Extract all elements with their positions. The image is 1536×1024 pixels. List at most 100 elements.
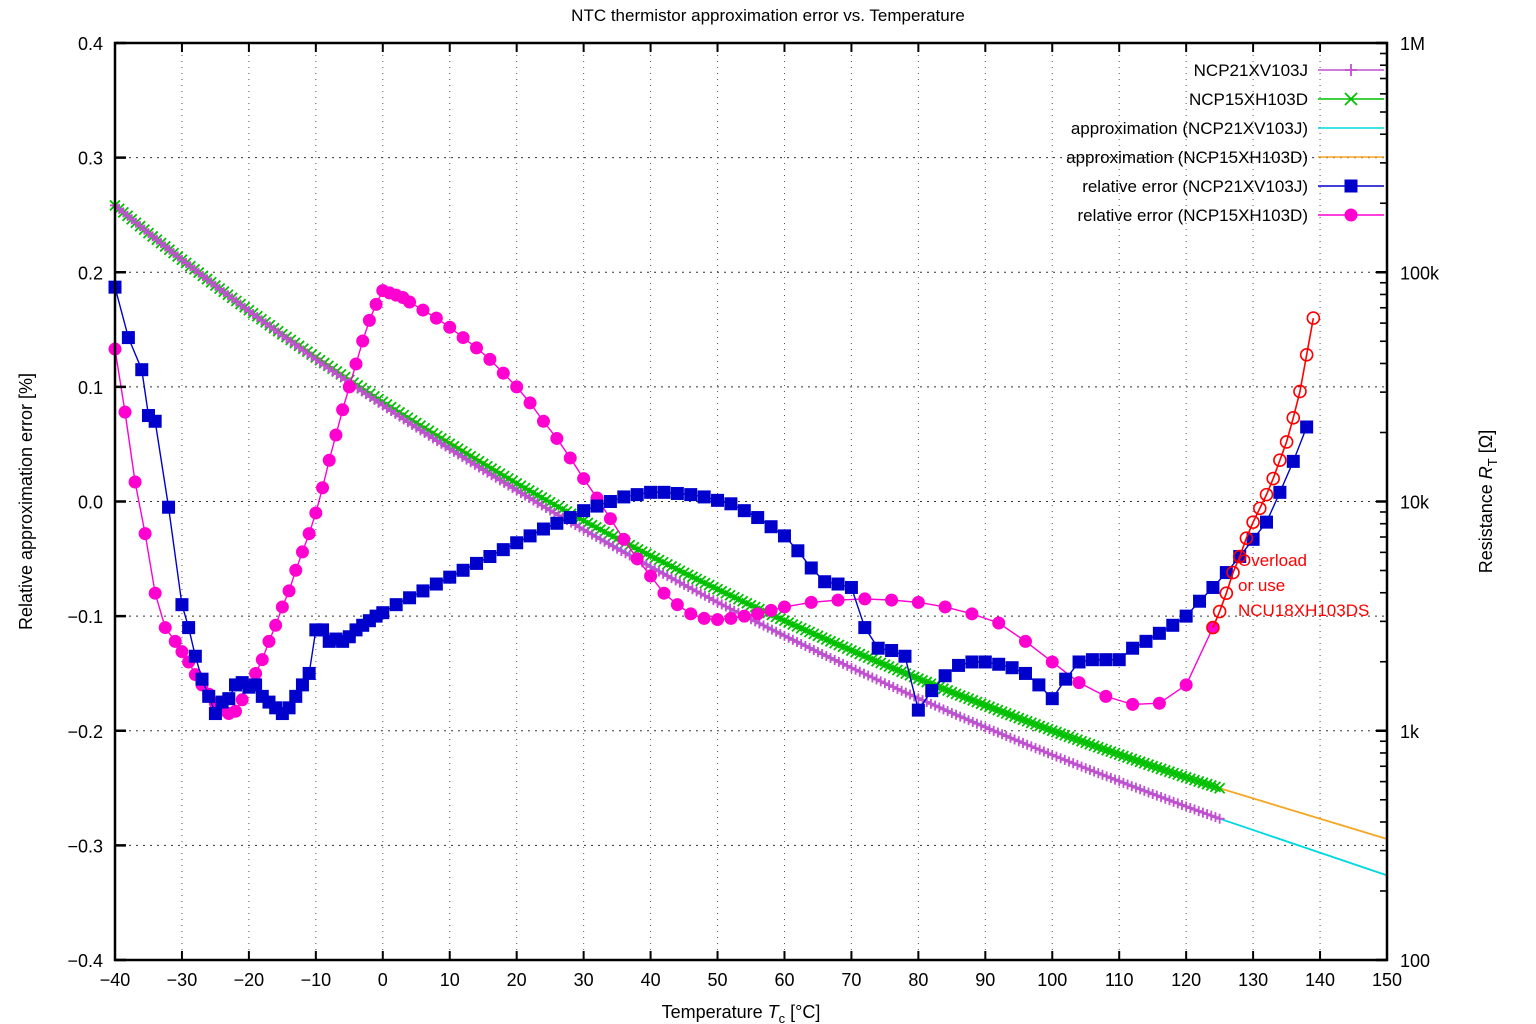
data-point bbox=[1139, 634, 1153, 648]
x-tick-label: 70 bbox=[841, 970, 861, 990]
x-tick-label: −30 bbox=[167, 970, 198, 990]
data-point bbox=[1214, 813, 1225, 824]
y-left-tick-label: −0.3 bbox=[67, 836, 103, 856]
data-point bbox=[342, 380, 356, 394]
data-point bbox=[670, 598, 684, 612]
y-right-tick-label: 10k bbox=[1400, 493, 1430, 513]
data-point bbox=[751, 511, 765, 525]
y-left-tick-label: 0.1 bbox=[78, 378, 103, 398]
data-point bbox=[483, 550, 497, 564]
data-point bbox=[791, 544, 805, 558]
data-point bbox=[523, 396, 537, 410]
data-point bbox=[844, 580, 858, 594]
legend-item-0[interactable]: NCP21XV103J bbox=[1194, 61, 1384, 80]
x-tick-label: −20 bbox=[234, 970, 265, 990]
data-point bbox=[992, 616, 1006, 630]
legend-label: approximation (NCP21XV103J) bbox=[1071, 119, 1308, 138]
y-left-tick-label: 0.3 bbox=[78, 149, 103, 169]
data-point bbox=[1126, 641, 1140, 655]
data-point bbox=[470, 341, 484, 355]
data-point bbox=[1273, 485, 1287, 499]
data-point bbox=[965, 655, 979, 669]
data-point bbox=[657, 485, 671, 499]
legend-item-1[interactable]: NCP15XH103D bbox=[1189, 90, 1384, 109]
data-point bbox=[148, 586, 162, 600]
data-point bbox=[871, 641, 885, 655]
legend-label: NCP15XH103D bbox=[1189, 90, 1308, 109]
legend-item-4[interactable]: relative error (NCP21XV103J) bbox=[1082, 177, 1384, 196]
data-point bbox=[911, 595, 925, 609]
data-point bbox=[751, 607, 765, 621]
x-tick-label: 40 bbox=[641, 970, 661, 990]
chart-legend[interactable]: NCP21XV103J NCP15XH103D approximation (NCP… bbox=[1066, 61, 1384, 225]
data-point bbox=[1193, 594, 1207, 608]
data-point bbox=[135, 363, 149, 377]
data-point bbox=[336, 403, 350, 417]
data-point bbox=[1246, 515, 1260, 529]
data-point bbox=[302, 527, 316, 541]
x-tick-label: −40 bbox=[100, 970, 131, 990]
data-point bbox=[1344, 92, 1358, 106]
data-point bbox=[858, 592, 872, 606]
data-point bbox=[1152, 696, 1166, 710]
data-point bbox=[697, 490, 711, 504]
data-point bbox=[1219, 586, 1234, 601]
data-point bbox=[550, 516, 564, 530]
data-point bbox=[1072, 676, 1086, 690]
data-point bbox=[1253, 501, 1267, 516]
data-point bbox=[329, 428, 343, 442]
data-point bbox=[577, 504, 591, 518]
data-point bbox=[316, 623, 330, 637]
x-tick-label: 80 bbox=[908, 970, 928, 990]
data-point bbox=[1344, 208, 1358, 222]
legend-label: approximation (NCP15XH103D) bbox=[1066, 148, 1308, 167]
data-point bbox=[1179, 609, 1193, 623]
data-point bbox=[885, 644, 899, 658]
data-point bbox=[322, 453, 336, 467]
data-point bbox=[202, 689, 216, 703]
legend-item-2[interactable]: approximation (NCP21XV103J) bbox=[1071, 119, 1384, 138]
series-relative-error-ncp15xh103d bbox=[108, 284, 1220, 721]
data-point bbox=[858, 621, 872, 635]
data-point bbox=[536, 414, 550, 428]
data-point bbox=[175, 645, 189, 659]
legend-item-3[interactable]: approximation (NCP15XH103D) bbox=[1066, 148, 1384, 167]
data-point bbox=[349, 357, 363, 371]
data-point bbox=[764, 603, 778, 617]
data-point bbox=[938, 669, 952, 683]
data-point bbox=[644, 569, 658, 583]
data-point bbox=[1072, 655, 1086, 669]
data-point bbox=[1032, 678, 1046, 692]
data-point bbox=[1112, 653, 1126, 667]
data-point bbox=[282, 584, 296, 598]
data-point bbox=[603, 512, 617, 526]
data-point bbox=[1085, 653, 1099, 667]
data-point bbox=[536, 522, 550, 536]
y-right-tick-label: 100k bbox=[1400, 263, 1440, 283]
data-point bbox=[208, 707, 222, 721]
y-right-tick-label: 100 bbox=[1400, 951, 1430, 971]
x-axis-title: Temperature Tc [°C] bbox=[662, 1002, 821, 1024]
data-point bbox=[737, 609, 751, 623]
data-point bbox=[1239, 531, 1254, 545]
data-point bbox=[550, 431, 564, 445]
data-point bbox=[831, 593, 845, 607]
x-tick-label: 30 bbox=[574, 970, 594, 990]
data-point bbox=[724, 611, 738, 625]
data-point bbox=[1099, 653, 1113, 667]
data-point bbox=[1018, 666, 1032, 680]
data-point bbox=[952, 658, 966, 672]
x-tick-label: 120 bbox=[1171, 970, 1201, 990]
legend-item-5[interactable]: relative error (NCP15XH103D) bbox=[1077, 206, 1384, 225]
y-left-tick-label: −0.2 bbox=[67, 722, 103, 742]
annotation-line-3: NCU18XH103DS bbox=[1238, 601, 1369, 620]
data-point bbox=[356, 334, 370, 348]
data-point bbox=[289, 563, 303, 577]
data-point bbox=[416, 303, 430, 317]
x-tick-label: 130 bbox=[1238, 970, 1268, 990]
series-relative-error-ncp21xv103j- bbox=[108, 280, 1314, 721]
data-point bbox=[885, 593, 899, 607]
data-point bbox=[316, 481, 330, 495]
data-point bbox=[496, 366, 510, 380]
